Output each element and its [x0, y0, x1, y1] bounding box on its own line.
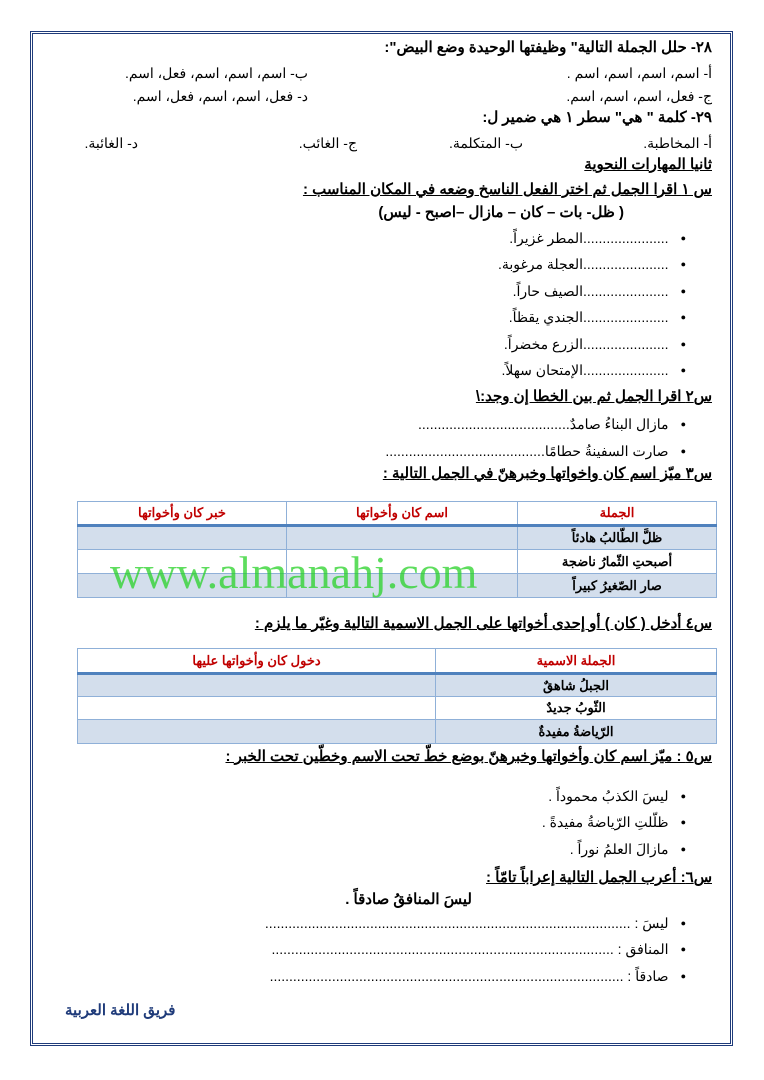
s3-cell-predicate[interactable] — [77, 573, 287, 598]
s3-title: س٣ ميّز اسم كان واخواتها وخبرهنّ في الجم… — [382, 465, 712, 482]
s2-item: صارت السفينةُ حطامًا....................… — [385, 442, 686, 460]
s3-table: الجملة اسم كان وأخواتها خبر كان وأخواتها… — [77, 501, 717, 598]
s3-cell-sentence: ظلَّ الطّالبُ هادئاً — [517, 525, 717, 550]
s3-header-predicate: خبر كان وأخواتها — [77, 501, 287, 527]
s6-item: المنافق : ..............................… — [271, 940, 686, 958]
s1-item: ......................الإمتحان سهلاً. — [501, 361, 686, 379]
s3-cell-sentence: صار الصّغيرُ كبيراً — [517, 573, 717, 598]
s4-header-transformed: دخول كان وأخواتها عليها — [77, 648, 436, 675]
q29-option-d: د- الغائبة. — [84, 135, 138, 151]
q28-option-c: ج- فعل، اسم، اسم، اسم. — [566, 88, 712, 104]
q29-option-b: ب- المتكلمة. — [448, 135, 523, 151]
section-title: ثانيا المهارات النحوية — [584, 156, 712, 173]
s4-cell-sentence: الجبلُ شاهقٌ — [435, 673, 717, 697]
s3-cell-name[interactable] — [286, 573, 518, 598]
s3-cell-sentence: أصبحتِ الثّمارُ ناضجة — [517, 549, 717, 574]
s1-item: ......................الصيف حاراً. — [513, 282, 686, 300]
s4-header-sentence: الجملة الاسمية — [435, 648, 717, 675]
table-row: ظلَّ الطّالبُ هادئاً — [77, 525, 717, 550]
s1-choices: ( ظل- بات – كان – مازال –اصبح - ليس) — [378, 204, 624, 221]
s5-item: مازالَ العلمُ نوراً . — [570, 840, 686, 858]
s4-table: الجملة الاسمية دخول كان وأخواتها عليها ا… — [77, 648, 717, 744]
footer-team-name: فريق اللغة العربية — [65, 1002, 176, 1019]
s4-cell-answer[interactable] — [77, 673, 436, 697]
q28-option-a: أ- اسم، اسم، اسم، اسم . — [566, 65, 712, 81]
s5-item: ليسَ الكذبُ محموداً . — [548, 787, 686, 805]
s1-item: ......................العجلة مرغوبة. — [498, 255, 686, 273]
table-row: صار الصّغيرُ كبيراً — [77, 573, 717, 598]
s4-cell-answer[interactable] — [77, 696, 436, 720]
s3-cell-name[interactable] — [286, 549, 518, 574]
page-border — [30, 31, 733, 1046]
s5-item: ظلّلتِ الرّياضةُ مفيدةً . — [542, 813, 686, 831]
s1-item: ......................الجندي يقظاً. — [509, 308, 686, 326]
s3-cell-name[interactable] — [286, 525, 518, 550]
s2-item: مازال البناءُ صامدٌ.....................… — [418, 415, 686, 433]
q28-title: ٢٨- حلل الجملة التالية" وظيفتها الوحيدة … — [384, 39, 712, 56]
table-row: الثّوبُ جديدٌ — [77, 696, 717, 720]
s6-sentence: ليسَ المنافقُ صادقاً . — [345, 891, 472, 908]
s6-item: صادقاً : ...............................… — [270, 967, 686, 985]
q29-option-a: أ- المخاطبة. — [643, 135, 712, 151]
table-row: الجبلُ شاهقٌ — [77, 673, 717, 697]
s2-title: س٢ اقرا الجمل ثم بين الخطا إن وجد:\ — [475, 388, 712, 405]
s6-item: ليسَ : .................................… — [265, 914, 686, 932]
s1-item: ......................المطر غزيراً. — [509, 229, 686, 247]
s6-title-text: س٦: أعرب الجمل التالية إعراباً تامّاً : — [486, 869, 712, 886]
q28-option-b: ب- اسم، اسم، اسم، فعل، اسم. — [124, 65, 308, 81]
q29-title: ٢٩- كلمة " هي" سطر ١ هي ضمير ل: — [482, 109, 712, 126]
s4-cell-sentence: الثّوبُ جديدٌ — [435, 696, 717, 720]
s3-header-sentence: الجملة — [517, 501, 717, 527]
table-row: أصبحتِ الثّمارُ ناضجة — [77, 549, 717, 574]
s6-title: س٦: أعرب الجمل التالية إعراباً تامّاً : — [486, 869, 712, 887]
s4-title: س٤ أدخل ( كان ) أو إحدى أخواتها على الجم… — [254, 615, 712, 632]
q28-option-d: د- فعل، اسم، اسم، فعل، اسم. — [132, 88, 308, 104]
s3-header-name: اسم كان وأخواتها — [286, 501, 518, 527]
s3-cell-predicate[interactable] — [77, 525, 287, 550]
s5-title: س٥ : ميّز اسم كان وأخواتها وخبرهنّ بوضع … — [225, 748, 713, 765]
s3-cell-predicate[interactable] — [77, 549, 287, 574]
s1-item: ......................الزرع مخضراً. — [504, 335, 686, 353]
s4-cell-answer[interactable] — [77, 719, 436, 744]
s4-cell-sentence: الرّياضةُ مفيدةٌ — [435, 719, 717, 744]
q29-option-c: ج- الغائب. — [298, 135, 357, 151]
s1-title: س ١ اقرا الجمل ثم اختر الفعل الناسخ وضعه… — [302, 181, 712, 198]
table-row: الرّياضةُ مفيدةٌ — [77, 719, 717, 744]
